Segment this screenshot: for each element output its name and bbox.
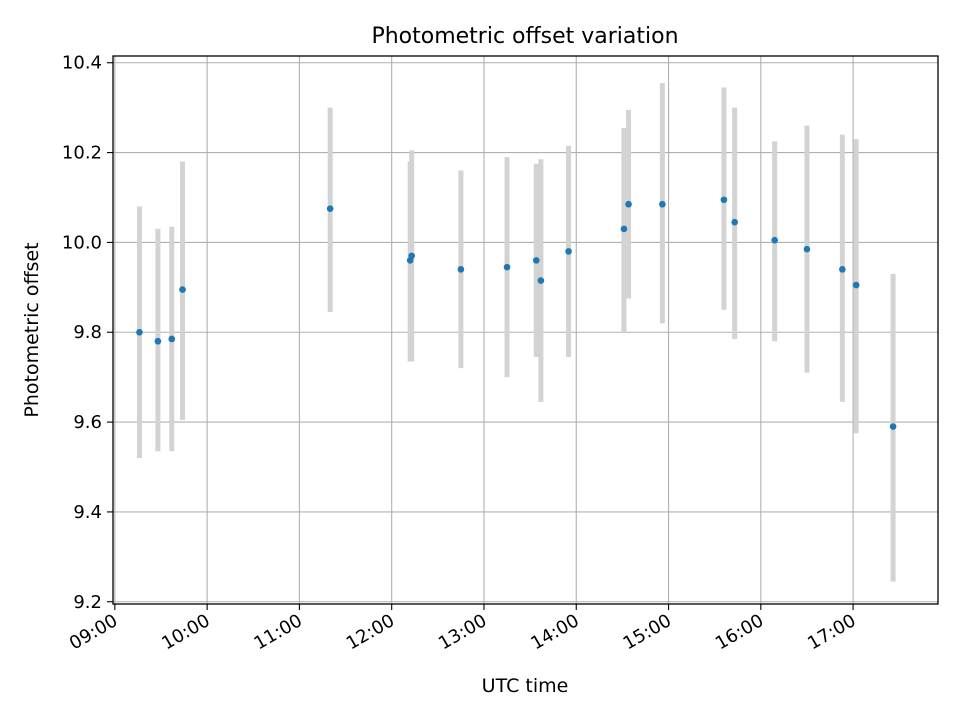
data-point	[457, 266, 465, 273]
data-point	[179, 286, 186, 293]
y-tick-label: 9.2	[73, 592, 102, 613]
plot-frame	[112, 55, 939, 605]
data-point	[889, 423, 897, 430]
y-tick-label: 10.4	[62, 53, 102, 74]
data-point	[839, 266, 846, 273]
data-point	[803, 245, 811, 253]
y-axis-ticks: 9.2 9.4 9.6 9.8 10.0 10.2 10.4	[62, 53, 113, 613]
y-tick-label: 9.6	[73, 412, 102, 433]
data-point	[408, 252, 415, 260]
y-tick-label: 10.0	[62, 232, 102, 253]
data-point	[168, 335, 176, 343]
data-point	[565, 248, 572, 255]
data-point	[154, 337, 162, 345]
data-point	[620, 225, 628, 233]
data-point	[532, 257, 540, 264]
x-axis-label: UTC time	[482, 675, 569, 697]
data-point	[731, 218, 738, 226]
y-tick-label: 9.4	[73, 502, 102, 523]
data-point	[659, 200, 666, 208]
data-point	[326, 205, 334, 213]
data-point	[136, 328, 143, 336]
data-point	[503, 263, 511, 271]
y-tick-label: 10.2	[62, 143, 102, 164]
data-point	[537, 277, 545, 284]
y-axis-label: Photometric offset	[21, 242, 43, 417]
data-point	[771, 236, 778, 244]
chart-title: Photometric offset variation	[371, 24, 678, 49]
data-point	[625, 200, 632, 208]
data-point	[852, 281, 860, 289]
data-point	[720, 196, 728, 204]
y-tick-label: 9.8	[73, 322, 102, 343]
data-points	[136, 196, 897, 430]
grid	[113, 56, 938, 604]
